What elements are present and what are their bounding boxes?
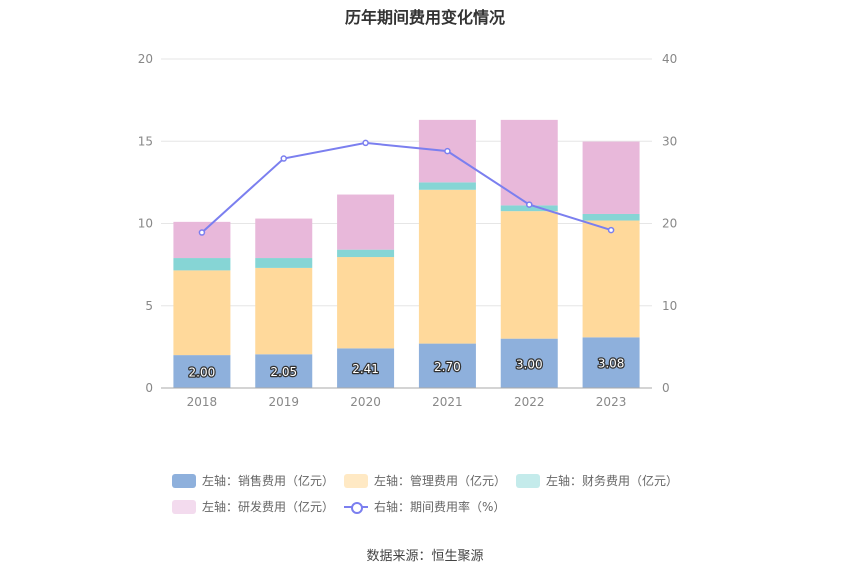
right-axis-tick-label: 30: [662, 134, 677, 148]
bar-segment: [255, 218, 313, 259]
chart-plot: 0 5 10 15 20 0 10 20 30 40 2.00 2.05 2.41 2.70 3.00 3.0…: [138, 52, 678, 409]
bar-segment: [255, 354, 313, 388]
bar-data-label: 2.41: [352, 362, 379, 376]
left-axis-tick-label: 15: [138, 134, 153, 148]
bar-segment: [582, 141, 640, 214]
bar-segment: [582, 213, 640, 221]
expense-rate-line: [201, 141, 612, 234]
bar-data-label: 2.05: [270, 365, 297, 379]
right-axis-tick-label: 20: [662, 217, 677, 231]
bar-data-label: 3.08: [598, 357, 625, 371]
line-point: [444, 147, 451, 155]
bar-segment: [173, 221, 231, 259]
x-axis-tick-label: 2020: [350, 395, 381, 409]
bar-segment: [337, 257, 395, 349]
legend-item-rd[interactable]: 左轴：研发费用（亿元）: [172, 498, 334, 515]
legend-item-admin[interactable]: 左轴：管理费用（亿元）: [344, 472, 506, 489]
legend-item-sales[interactable]: 左轴：销售费用（亿元）: [172, 472, 334, 489]
bar-segment: [500, 338, 558, 388]
legend-item-expense-rate[interactable]: 右轴：期间费用率（%）: [344, 498, 505, 515]
left-axis-tick-label: 20: [138, 52, 153, 66]
bar-segment: [500, 205, 558, 212]
legend-swatch-rd: [172, 499, 196, 514]
right-axis-tick-label: 40: [662, 52, 677, 66]
x-axis-tick-label: 2021: [432, 395, 463, 409]
chart-title: 历年期间费用变化情况: [344, 8, 505, 27]
x-axis-tick-label: 2019: [268, 395, 299, 409]
left-axis-tick-label: 10: [138, 217, 153, 231]
bar-segment: [337, 249, 395, 258]
x-axis-tick-label: 2018: [187, 395, 218, 409]
bar-segment: [173, 270, 231, 356]
bar-segment: [418, 343, 476, 388]
source-note: 数据来源：恒生聚源: [366, 549, 484, 564]
line-point: [280, 155, 287, 162]
line-point: [362, 139, 369, 147]
left-axis-tick-label: 5: [145, 299, 153, 313]
bar-segment: [500, 211, 558, 339]
bar-segment: [255, 267, 313, 355]
x-axis-tick-label: 2022: [514, 395, 545, 409]
bar-data-label: 3.00: [516, 357, 543, 371]
legend-swatch-finance: [516, 473, 540, 488]
bar-segment: [337, 194, 395, 250]
bar-segment: [418, 182, 476, 190]
line-point: [526, 201, 533, 208]
bar-segment: [582, 337, 640, 388]
bar-data-label: 2.00: [189, 366, 216, 380]
legend-line-icon: [344, 500, 368, 514]
legend-label-sales: 左轴：销售费用（亿元）: [202, 474, 335, 488]
legend-label-expense-rate: 右轴：期间费用率（%）: [374, 500, 506, 514]
right-axis-tick-label: 10: [662, 299, 677, 313]
legend-label-admin: 左轴：管理费用（亿元）: [374, 474, 507, 488]
bar-segment: [173, 355, 231, 388]
bar-segment: [173, 258, 231, 271]
legend-swatch-admin: [344, 473, 368, 488]
bar-data-label: 2.70: [434, 360, 461, 374]
left-axis-tick-label: 0: [145, 381, 153, 395]
right-axis-tick-label: 0: [662, 381, 670, 395]
legend-label-finance: 左轴：财务费用（亿元）: [546, 474, 679, 488]
legend-swatch-sales: [172, 473, 196, 488]
line-point: [607, 226, 615, 234]
bar-segment: [337, 348, 395, 388]
legend-label-rd: 左轴：研发费用（亿元）: [202, 500, 335, 514]
line-point: [198, 229, 206, 236]
bar-segment: [255, 258, 313, 268]
bar-segment: [418, 189, 476, 344]
legend-item-finance[interactable]: 左轴：财务费用（亿元）: [516, 472, 678, 489]
bar-segment: [582, 220, 640, 338]
x-axis-tick-label: 2023: [596, 395, 627, 409]
